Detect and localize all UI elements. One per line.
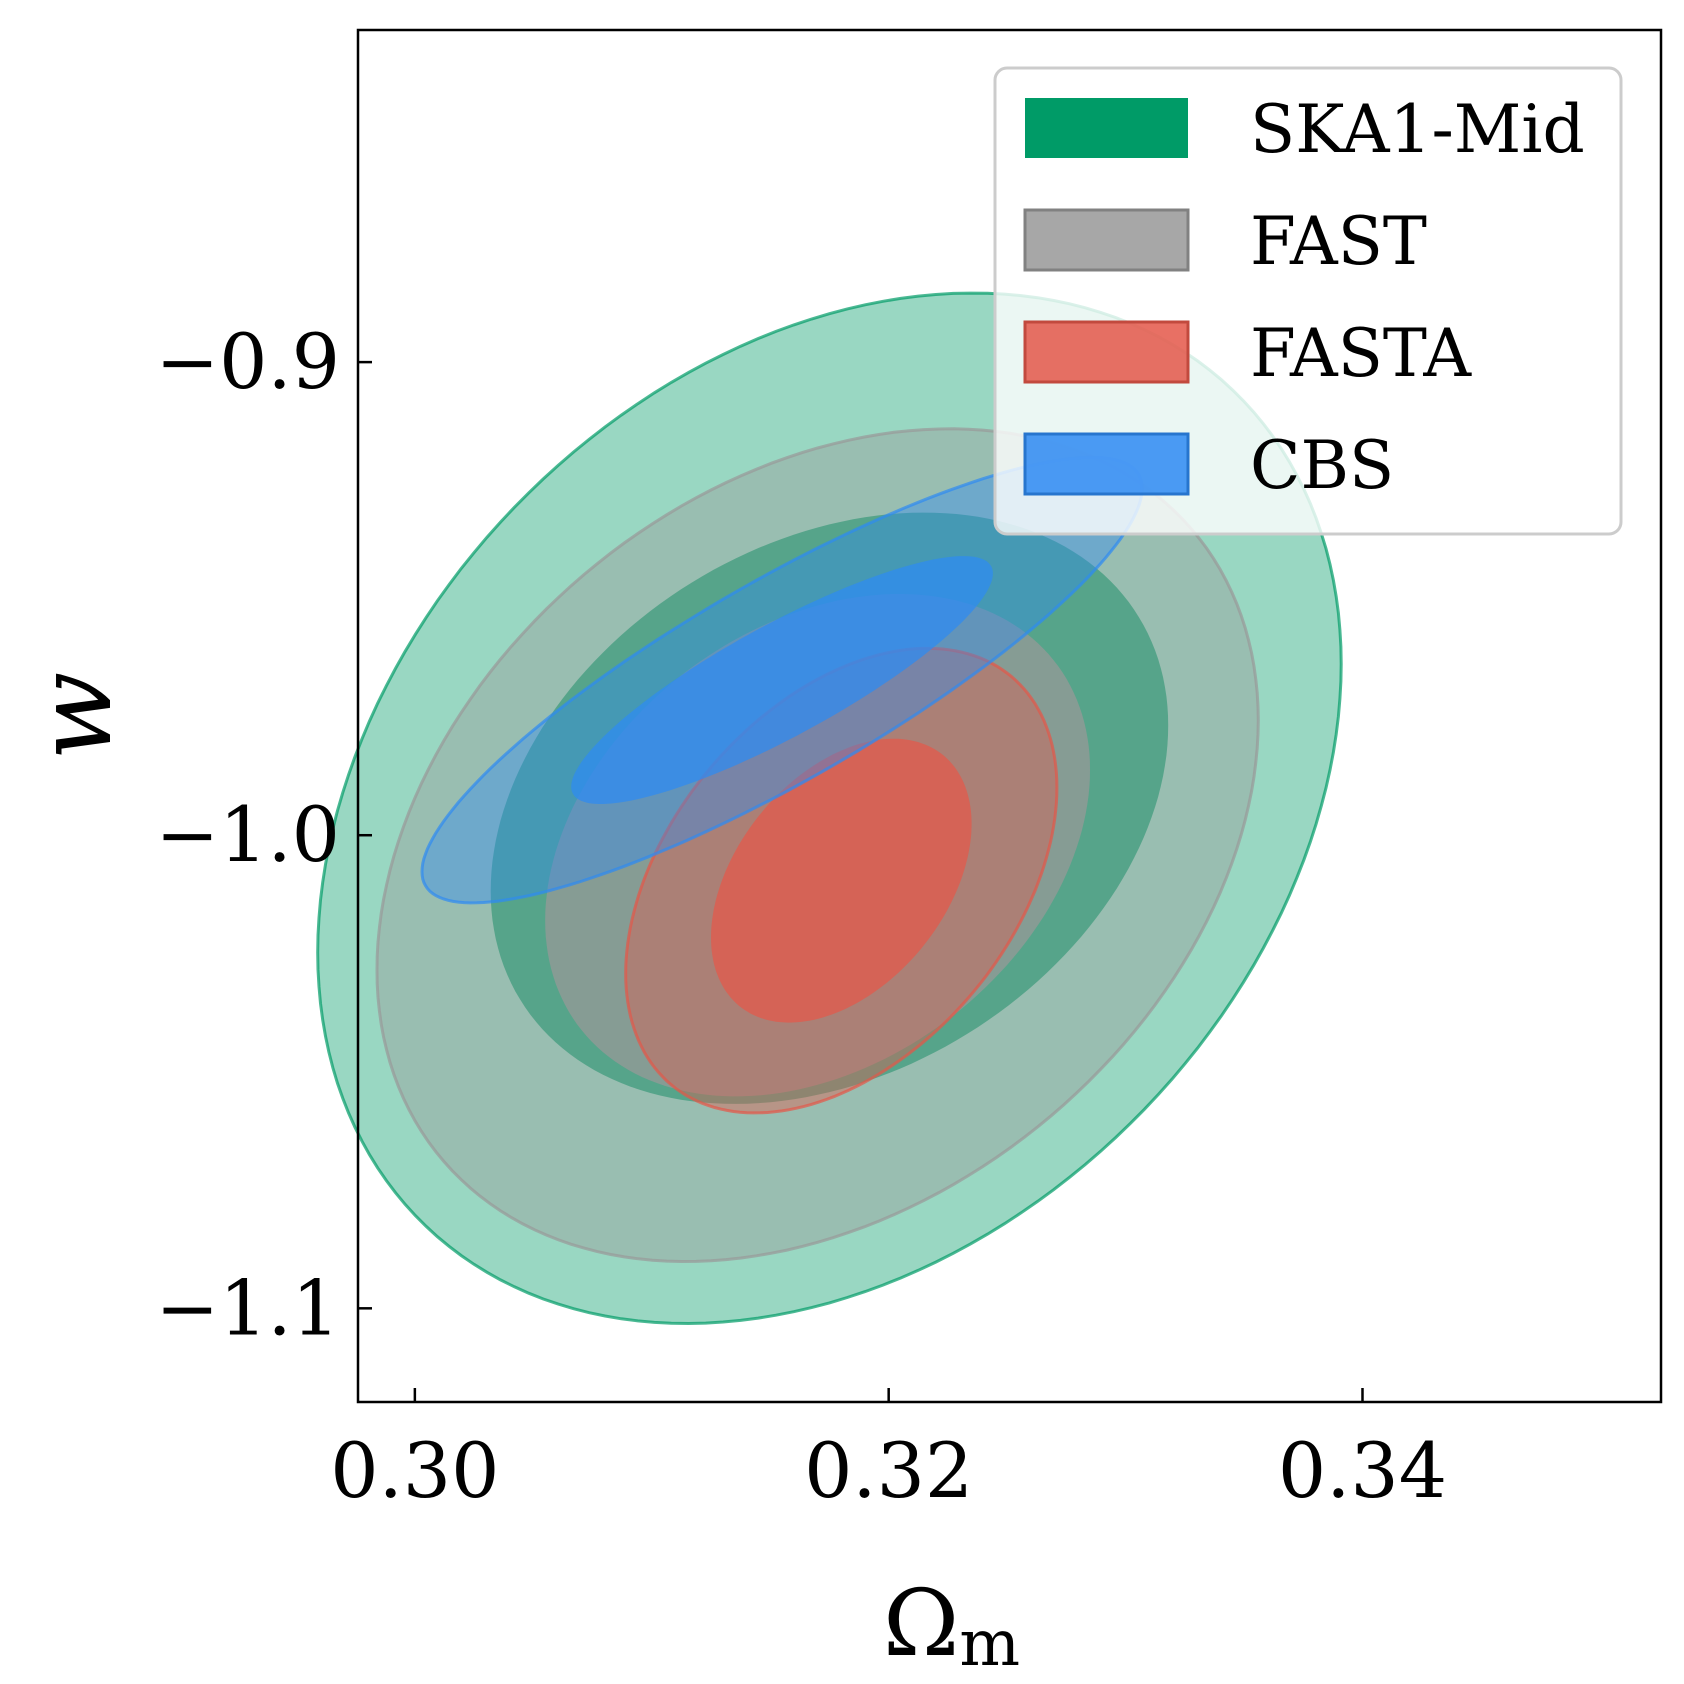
contour-series-cbs — [420, 455, 1144, 905]
tick-layer — [358, 360, 1364, 1402]
x-tick-label: 0.32 — [804, 1426, 973, 1515]
x-tick-label: 0.34 — [1278, 1426, 1447, 1515]
y-tick-label: −0.9 — [155, 317, 340, 406]
tick-label-layer: 0.30 0.32 0.34 −0.9 −1.0 −1.1 — [155, 317, 1447, 1515]
legend-label-ska1-mid: SKA1-Mid — [1250, 91, 1585, 168]
y-tick-label: −1.0 — [155, 790, 340, 879]
legend-label-cbs: CBS — [1250, 427, 1394, 504]
legend-frame — [993, 66, 1623, 536]
legend: SKA1-Mid FAST FASTA CBS — [993, 66, 1623, 536]
legend-swatch-ska1-mid — [1025, 98, 1188, 158]
legend-label-fast: FAST — [1250, 203, 1427, 280]
legend-swatch-cbs — [1023, 432, 1190, 496]
contour-layer — [316, 291, 1343, 1326]
plot-frame — [356, 28, 1663, 1404]
y-axis-label: w — [13, 671, 135, 760]
y-tick-label: −1.1 — [155, 1263, 340, 1352]
x-axis-subscript: m — [959, 1607, 1020, 1681]
legend-swatch-fast — [1023, 208, 1190, 272]
x-axis-symbol: Ω — [883, 1570, 959, 1677]
x-tick-label: 0.30 — [330, 1426, 499, 1515]
legend-swatch-fasta — [1023, 320, 1190, 384]
legend-label-fasta: FASTA — [1250, 315, 1472, 392]
contour-fasta-1sigma — [711, 738, 972, 1023]
contour-cbs-1sigma — [571, 556, 993, 804]
x-axis-label: Ωm — [883, 1570, 1020, 1681]
